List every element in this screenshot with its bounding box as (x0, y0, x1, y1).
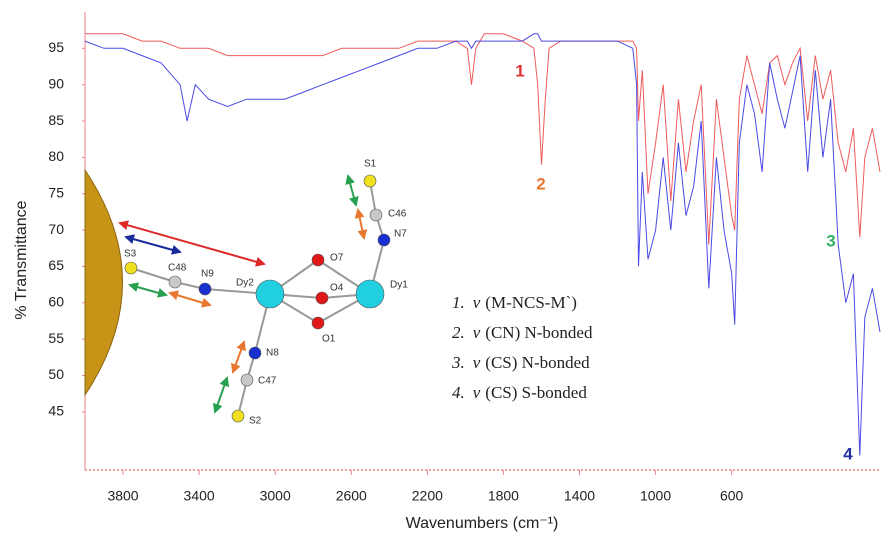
x-tick-label: 3000 (260, 488, 291, 504)
legend-symbol: v (473, 353, 481, 372)
peak-annotation: 2 (536, 174, 545, 193)
legend-symbol: v (473, 293, 481, 312)
atom-label: Dy2 (236, 278, 254, 289)
y-tick-label: 45 (48, 403, 64, 419)
atom-label: S2 (249, 416, 262, 427)
y-tick-label: 50 (48, 366, 64, 382)
peak-annotation: 3 (826, 231, 835, 250)
atom-label: N7 (394, 229, 407, 240)
atom-label: Dy1 (390, 280, 408, 291)
legend-item: 3. v (CS) N-bonded (451, 353, 590, 372)
x-tick-label: 1800 (488, 488, 519, 504)
y-tick-label: 55 (48, 330, 64, 346)
y-tick-label: 75 (48, 184, 64, 200)
x-axis-label: Wavenumbers (cm⁻¹) (406, 515, 559, 532)
x-tick-label: 3400 (184, 488, 215, 504)
legend-symbol: v (473, 323, 481, 342)
atom-label: S3 (124, 249, 137, 260)
peak-annotation: 1 (515, 61, 524, 80)
y-tick-label: 60 (48, 293, 64, 309)
atom-label: C48 (168, 263, 187, 274)
atoms (124, 174, 391, 423)
legend-item: 2. v (CN) N-bonded (452, 323, 593, 342)
spectrum-line (84, 33, 881, 456)
atom-label: C46 (388, 209, 407, 220)
y-tick-label: 90 (48, 75, 64, 91)
legend-label: (CS) S-bonded (485, 383, 587, 402)
y-tick-label: 80 (48, 148, 64, 164)
atom-label: C47 (258, 376, 277, 387)
y-tick-label: 70 (48, 221, 64, 237)
legend-number: 4. (452, 383, 465, 402)
legend-number: 1. (452, 293, 465, 312)
atom-label: O4 (330, 283, 344, 294)
legend-item: 1. v (M-NCS-M`) (452, 293, 577, 312)
legend-item: 4. v (CS) S-bonded (452, 383, 587, 402)
surface (84, 168, 123, 397)
legend-number: 3. (451, 353, 465, 372)
atom-label: N8 (266, 348, 279, 359)
x-tick-label: 1000 (640, 488, 671, 504)
legend-number: 2. (452, 323, 465, 342)
x-tick-label: 1400 (564, 488, 595, 504)
atom-label: O1 (322, 334, 336, 345)
x-tick-label: 600 (720, 488, 744, 504)
y-axis-label: % Transmittance (13, 200, 30, 319)
y-tick-label: 95 (48, 39, 64, 55)
legend-label: (CN) N-bonded (485, 323, 593, 342)
atom-label: N9 (201, 269, 214, 280)
inset-structure: S3 C48 N9 Dy2 O7 O4 O1 Dy1 N7 C46 S1 N8 … (84, 159, 408, 427)
atom-label: O7 (330, 253, 344, 264)
spectrum-line (85, 33, 881, 245)
arrows (118, 174, 368, 414)
legend-symbol: v (473, 383, 481, 402)
x-tick-label: 3800 (107, 488, 138, 504)
legend-label: (CS) N-bonded (485, 353, 590, 372)
atom-label: S1 (364, 159, 377, 170)
legend-label: (M-NCS-M`) (485, 293, 577, 312)
y-tick-label: 65 (48, 257, 64, 273)
x-tick-label: 2200 (412, 488, 443, 504)
y-tick-label: 85 (48, 112, 64, 128)
x-tick-label: 2600 (336, 488, 367, 504)
peak-annotation: 4 (843, 444, 853, 463)
